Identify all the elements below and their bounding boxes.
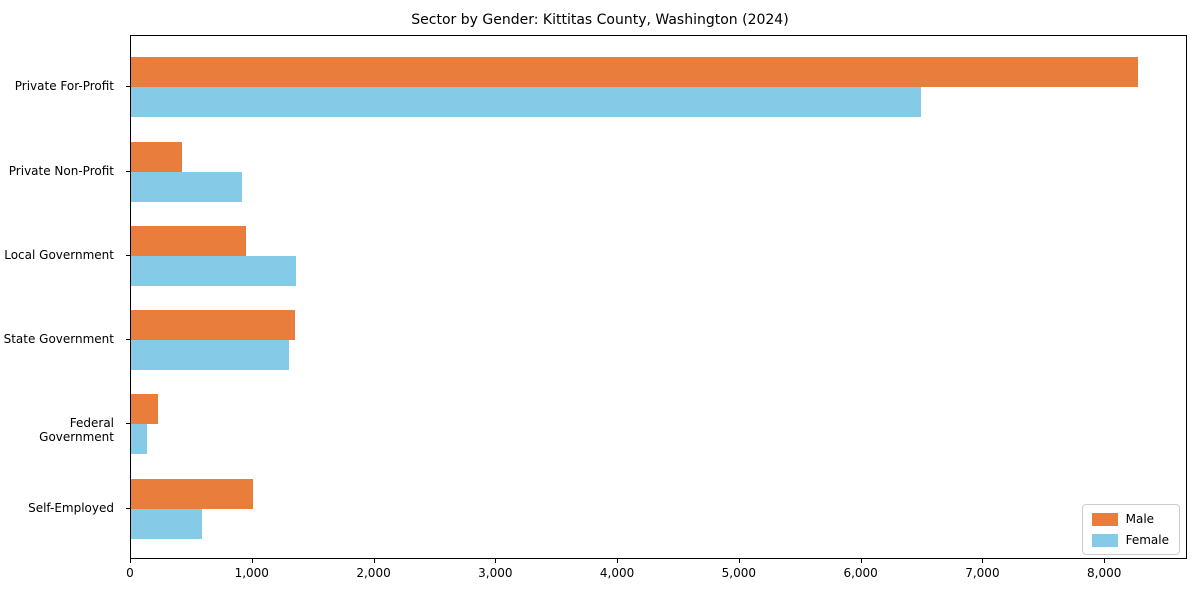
x-tick-label: 0 (126, 566, 134, 580)
x-tick-mark (373, 559, 375, 563)
x-tick-label: 2,000 (356, 566, 391, 580)
bar-female-1 (131, 171, 242, 202)
legend-swatch-female (1091, 533, 1118, 547)
x-tick-mark (617, 559, 619, 563)
bar-female-5 (131, 508, 203, 539)
y-tick-mark (126, 507, 130, 509)
x-tick-mark (860, 559, 862, 563)
bar-female-0 (131, 87, 921, 118)
y-tick-label: Federal Government (39, 416, 114, 445)
y-tick-label: State Government (3, 332, 114, 347)
y-tick-mark (126, 170, 130, 172)
bar-female-4 (131, 424, 147, 455)
x-tick-mark (982, 559, 984, 563)
y-tick-label: Private Non-Profit (8, 163, 114, 178)
x-tick-mark (738, 559, 740, 563)
legend-item-female: Female (1091, 533, 1169, 547)
x-tick-label: 3,000 (478, 566, 513, 580)
x-tick-label: 8,000 (1087, 566, 1122, 580)
chart-title: Sector by Gender: Kittitas County, Washi… (411, 12, 789, 28)
y-tick-mark (126, 339, 130, 341)
bar-female-3 (131, 340, 289, 371)
x-tick-label: 1,000 (234, 566, 269, 580)
legend-label: Male (1125, 512, 1155, 526)
x-tick-mark (130, 559, 131, 563)
x-tick-mark (495, 559, 497, 563)
x-tick-label: 4,000 (599, 566, 635, 580)
y-tick-mark (126, 423, 130, 425)
legend: Male Female (1081, 504, 1180, 555)
y-tick-label: Private For-Profit (14, 79, 114, 94)
bar-male-4 (131, 394, 159, 425)
y-tick-mark (126, 254, 130, 256)
y-tick-label: Self-Employed (28, 500, 114, 515)
x-tick-mark (1104, 559, 1106, 563)
plot-area: Male Female (130, 35, 1187, 559)
bar-male-2 (131, 225, 247, 256)
x-tick-label: 6,000 (843, 566, 878, 580)
bar-male-5 (131, 478, 254, 509)
y-tick-mark (126, 86, 130, 88)
x-tick-label: 5,000 (721, 566, 757, 580)
legend-swatch-male (1091, 512, 1118, 526)
y-tick-label: Local Government (4, 247, 114, 262)
x-tick-label: 7,000 (965, 566, 1000, 580)
legend-item-male: Male (1091, 512, 1169, 526)
x-tick-mark (251, 559, 253, 563)
bar-male-3 (131, 310, 296, 341)
bar-female-2 (131, 255, 296, 286)
bar-male-1 (131, 141, 183, 172)
legend-label: Female (1125, 533, 1169, 547)
bar-male-0 (131, 57, 1139, 88)
